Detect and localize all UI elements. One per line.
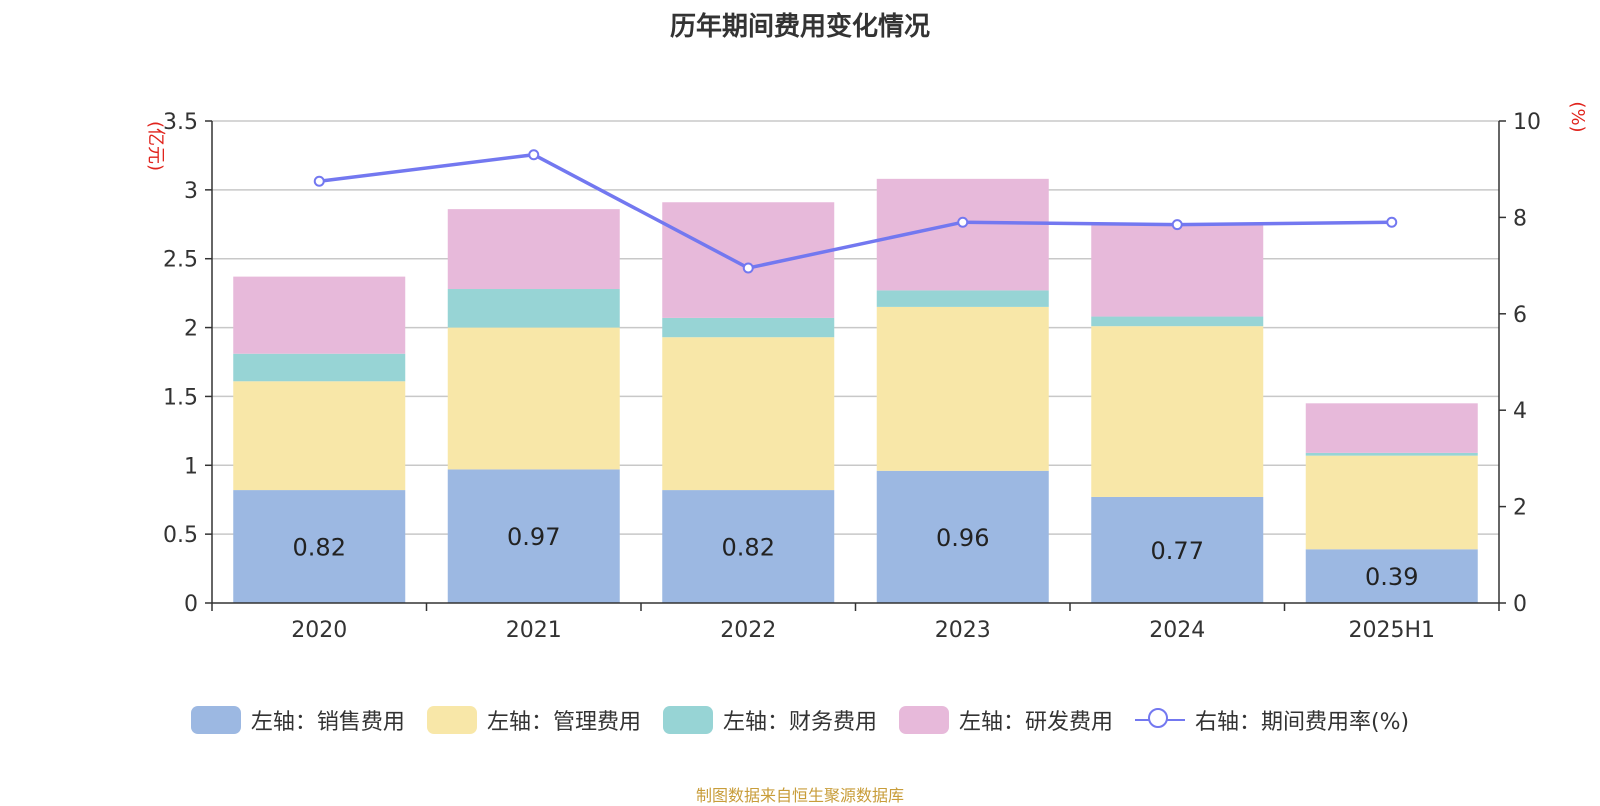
x-axis-tick-label: 2025H1: [1348, 618, 1435, 643]
right-axis-tick-label: 6: [1513, 303, 1527, 328]
legend-label: 左轴：管理费用: [486, 710, 641, 735]
left-axis-tick-label: 2: [184, 317, 198, 342]
rate-point: [1386, 216, 1398, 228]
bar-segment: [662, 202, 835, 318]
legend-swatch: [662, 706, 713, 734]
bar-segment: [233, 381, 406, 491]
rate-point: [742, 262, 754, 274]
source-note: 制图数据来自恒生聚源数据库: [695, 786, 904, 805]
legend-item: 左轴：销售费用: [190, 704, 405, 736]
bar-data-label: 0.39: [1365, 563, 1418, 591]
bar-data-label: 0.82: [722, 534, 775, 562]
right-axis-tick-label: 4: [1513, 399, 1527, 424]
legend-swatch: [190, 706, 241, 734]
left-axis-tick-label: 0.5: [163, 523, 198, 548]
bar-data-label: 0.96: [936, 524, 989, 552]
x-axis-tick-label: 2024: [1149, 618, 1205, 643]
bar-segment: [662, 337, 835, 491]
rate-point: [1171, 219, 1183, 231]
bar-segment: [447, 209, 620, 290]
bar-data-label: 0.82: [293, 534, 346, 562]
bar-segment: [1091, 316, 1264, 327]
bar-segment: [447, 469, 620, 603]
rate-point: [313, 175, 325, 187]
x-axis-tick-label: 2023: [935, 618, 991, 643]
x-axis-tick-label: 2021: [506, 618, 562, 643]
legend: 左轴：销售费用 左轴：管理费用 左轴：财务费用 左轴：研发费用 右轴：期间费用率(%): [0, 702, 1600, 738]
bar-segment: [662, 317, 835, 338]
rate-point: [957, 216, 969, 228]
chart-title: 历年期间费用变化情况: [669, 12, 930, 42]
right-axis-unit: (%): [1567, 101, 1588, 132]
right-axis-tick-label: 0: [1513, 592, 1527, 617]
right-axis-tick-label: 10: [1513, 110, 1541, 135]
chart-plot: 0 0.5 1 1.5 2 2.5 3 3.5 0 2 4 6 8 10 (亿元) (%) 0.82 0.97 0.…: [145, 101, 1588, 643]
legend-label: 左轴：销售费用: [250, 710, 405, 735]
bar-segment: [876, 306, 1049, 471]
left-axis-tick-label: 3.5: [163, 110, 198, 135]
bar-segment: [662, 490, 835, 603]
legend-label: 左轴：研发费用: [958, 710, 1113, 735]
legend-item: 左轴：研发费用: [898, 704, 1113, 736]
bar-segment: [1091, 496, 1264, 603]
bar-segment: [233, 490, 406, 603]
bar-segment: [1305, 403, 1478, 453]
bar-segment: [1091, 326, 1264, 497]
left-axis-tick-label: 1: [184, 454, 198, 479]
x-axis-tick-label: 2022: [720, 618, 776, 643]
bar-segment: [447, 327, 620, 470]
bar-segment: [1305, 455, 1478, 550]
legend-swatch: [426, 706, 477, 734]
legend-swatch: [898, 706, 949, 734]
legend-item: 左轴：管理费用: [426, 704, 641, 736]
bar-segment: [233, 353, 406, 382]
legend-item: 左轴：财务费用: [662, 704, 877, 736]
legend-label: 左轴：财务费用: [722, 710, 877, 735]
bar-segment: [876, 290, 1049, 307]
bar-segment: [447, 289, 620, 328]
right-axis-tick-label: 2: [1513, 496, 1527, 521]
left-axis-tick-label: 2.5: [163, 248, 198, 273]
bar-segment: [233, 276, 406, 354]
legend-swatch: [1134, 706, 1185, 734]
rate-line: [319, 152, 1392, 270]
x-axis-tick-label: 2020: [291, 618, 347, 643]
legend-label: 右轴：期间费用率(%): [1194, 710, 1410, 735]
left-axis-tick-label: 0: [184, 592, 198, 617]
left-axis-tick-label: 1.5: [163, 385, 198, 410]
legend-item: 右轴：期间费用率(%): [1134, 704, 1410, 736]
rate-point: [528, 149, 540, 161]
bar-data-label: 0.97: [507, 523, 560, 551]
bar-segment: [876, 470, 1049, 603]
left-axis-tick-label: 3: [184, 179, 198, 204]
left-axis-unit: (亿元): [145, 121, 166, 171]
bar-data-label: 0.77: [1151, 537, 1204, 565]
bar-segment: [1091, 224, 1264, 317]
bar-segment: [1305, 452, 1478, 456]
right-axis-tick-label: 8: [1513, 206, 1527, 231]
bar-segment: [1305, 549, 1478, 603]
